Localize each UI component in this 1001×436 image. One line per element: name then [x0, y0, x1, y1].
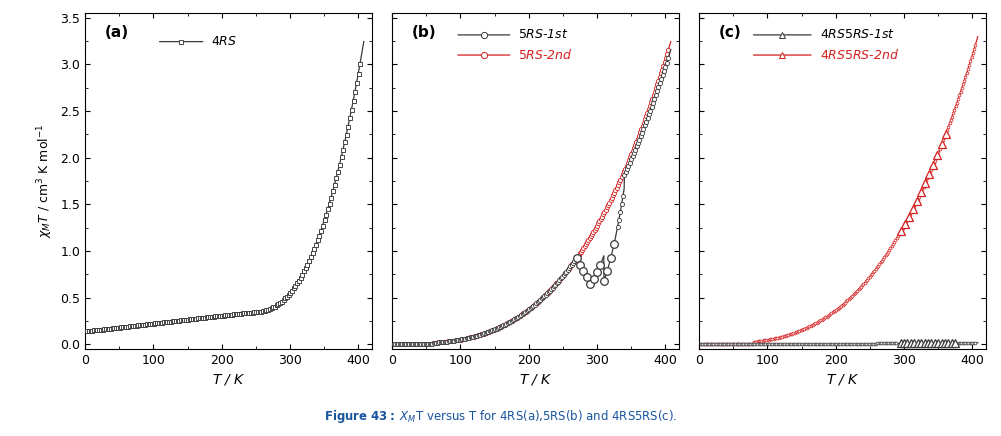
- Text: $4RS5RS$-2nd: $4RS5RS$-2nd: [820, 48, 899, 62]
- Text: $4RS$: $4RS$: [211, 35, 237, 48]
- X-axis label: $T$ / K: $T$ / K: [211, 372, 245, 387]
- Text: (b): (b): [412, 25, 436, 40]
- Text: $\bf{Figure\ 43:}$ $X_M$T versus T for 4RS(a),5RS(b) and 4RS5RS(c).: $\bf{Figure\ 43:}$ $X_M$T versus T for 4…: [324, 408, 677, 425]
- X-axis label: $T$ / K: $T$ / K: [826, 372, 860, 387]
- Y-axis label: $\chi_M$$T$ / cm$^3$ K mol$^{-1}$: $\chi_M$$T$ / cm$^3$ K mol$^{-1}$: [35, 124, 55, 238]
- X-axis label: $T$ / K: $T$ / K: [519, 372, 553, 387]
- Text: $4RS5RS$-1st: $4RS5RS$-1st: [820, 28, 895, 41]
- Text: (a): (a): [105, 25, 129, 40]
- Text: $5RS$-1st: $5RS$-1st: [519, 28, 569, 41]
- Text: (c): (c): [719, 25, 742, 40]
- Text: $5RS$-2nd: $5RS$-2nd: [519, 48, 573, 62]
